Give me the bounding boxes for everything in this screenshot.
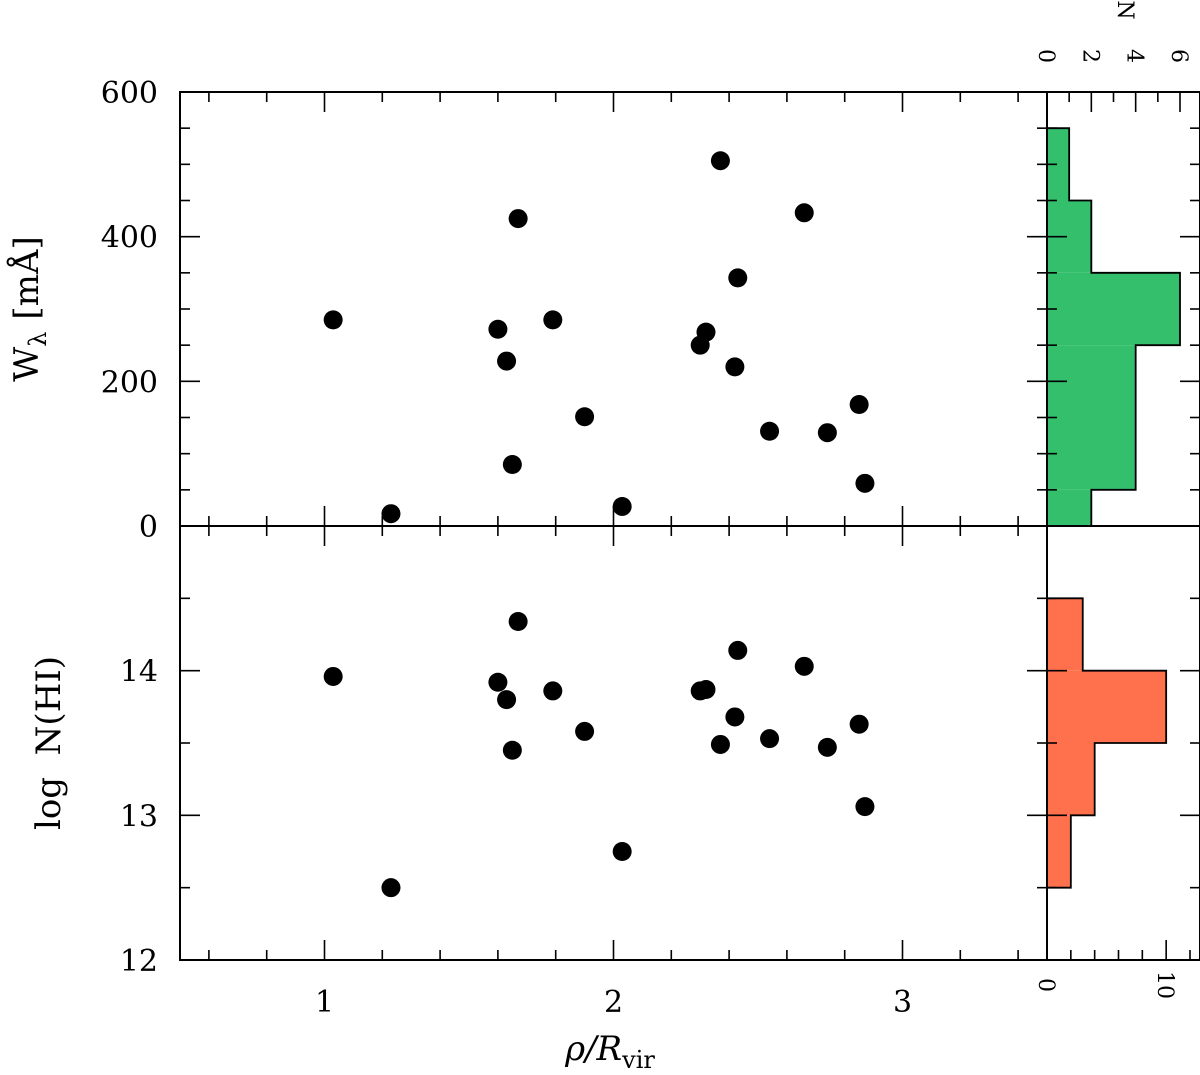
bottom-point-1 <box>381 878 401 898</box>
bot-hist-bar-3 <box>1047 598 1083 671</box>
bottom-ytick-label-13: 13 <box>120 799 158 834</box>
top-point-5 <box>508 209 528 229</box>
top-hist-bar-1 <box>1047 345 1136 490</box>
top-hist-bar-4 <box>1047 128 1070 201</box>
top-ytick-label-400: 400 <box>101 221 158 256</box>
bottom-point-10 <box>696 679 716 699</box>
top-ytick-label-200: 200 <box>101 365 158 400</box>
xtick-label-2: 2 <box>604 985 623 1020</box>
top-scatter-points <box>323 151 875 524</box>
top-point-11 <box>710 151 730 171</box>
top-point-6 <box>543 310 563 330</box>
top-point-16 <box>817 423 837 443</box>
top-point-0 <box>323 310 343 330</box>
bottom-histogram <box>1047 597 1168 889</box>
axis-ticks <box>180 92 1200 960</box>
bottom-ytick-label-12: 12 <box>120 944 158 979</box>
bottom-point-14 <box>760 729 780 749</box>
x-label-sub: vir <box>621 1046 655 1074</box>
top-point-18 <box>855 473 875 493</box>
bottom-point-18 <box>855 797 875 817</box>
top-y-axis-label: Wλ [mÅ] <box>6 236 52 382</box>
bottom-point-12 <box>725 707 745 727</box>
top-hist-bar-2 <box>1047 272 1180 346</box>
bot-hist-outline <box>1047 597 1168 889</box>
top-point-4 <box>502 455 522 475</box>
xtick-label-1: 1 <box>315 985 334 1020</box>
bottom-ytick-label-14: 14 <box>120 655 158 690</box>
x-axis-label: ρ/Rvir <box>564 1029 655 1074</box>
bottom-point-4 <box>502 740 522 760</box>
x-label-main: ρ/R <box>564 1029 622 1069</box>
top-y-label-sub: λ <box>24 332 52 347</box>
bottom-hist-tick-label-0: 0 <box>1033 978 1058 992</box>
bottom-point-13 <box>728 640 748 660</box>
bottom-point-16 <box>817 737 837 757</box>
top-y-label-main: W <box>7 347 47 382</box>
top-ytick-label-0: 0 <box>139 510 158 545</box>
top-hist-bar-0 <box>1047 489 1092 526</box>
top-point-10 <box>696 322 716 342</box>
top-hist-tick-label-4: 4 <box>1122 49 1147 63</box>
bottom-point-5 <box>508 611 528 631</box>
top-point-8 <box>612 496 632 516</box>
top-point-13 <box>728 268 748 288</box>
top-hist-tick-label-0: 0 <box>1033 49 1058 63</box>
top-histogram <box>1047 127 1181 527</box>
top-point-17 <box>849 394 869 414</box>
top-hist-tick-label-6: 6 <box>1166 49 1191 63</box>
top-point-1 <box>381 504 401 524</box>
top-point-3 <box>497 351 517 371</box>
bottom-scatter-points <box>323 611 875 898</box>
bottom-point-0 <box>323 666 343 686</box>
bot-hist-bar-1 <box>1047 743 1095 816</box>
bottom-hist-tick-label-10: 10 <box>1152 971 1177 999</box>
bottom-point-8 <box>612 842 632 861</box>
bottom-point-15 <box>794 656 814 676</box>
top-y-label-units: [mÅ] <box>6 236 47 319</box>
xtick-label-3: 3 <box>893 985 912 1020</box>
histogram-n-label: N <box>1112 0 1137 19</box>
top-ytick-label-600: 600 <box>101 76 158 111</box>
top-point-12 <box>725 357 745 377</box>
top-point-15 <box>794 203 814 223</box>
bottom-point-17 <box>849 714 869 734</box>
bottom-point-7 <box>575 721 595 741</box>
bottom-point-3 <box>497 690 517 710</box>
bottom-scatter-frame <box>179 525 1200 961</box>
bot-hist-bar-2 <box>1047 670 1167 743</box>
top-hist-outline <box>1047 127 1181 527</box>
bot-hist-bar-0 <box>1047 815 1071 888</box>
top-point-2 <box>488 319 508 339</box>
top-hist-tick-label-2: 2 <box>1077 49 1102 63</box>
bottom-point-2 <box>488 672 508 692</box>
bottom-y-axis-label: log N(HI) <box>29 656 69 830</box>
bottom-point-6 <box>543 681 563 701</box>
bottom-point-11 <box>710 734 730 754</box>
top-point-14 <box>760 421 780 441</box>
top-point-7 <box>575 407 595 427</box>
